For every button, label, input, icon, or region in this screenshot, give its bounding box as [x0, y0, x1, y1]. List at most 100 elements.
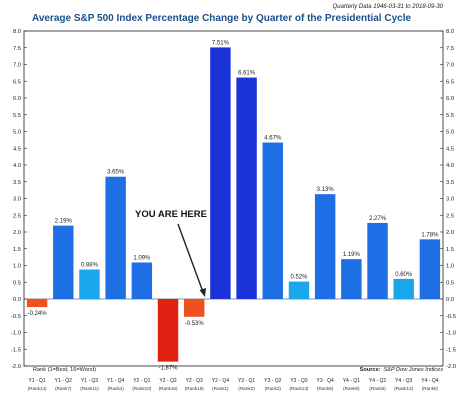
bar-value-label: 1.09%: [133, 255, 151, 261]
chart-title: Average S&P 500 Index Percentage Change …: [32, 13, 411, 24]
bar-value-label: -1.87%: [159, 366, 179, 372]
bar-value-label: 7.51%: [212, 40, 230, 46]
x-category-label: Y3 - Q1: [238, 378, 255, 384]
y-tick-label-left: 5.5: [13, 113, 21, 119]
axes-group: -2.0 -2.0 -1.5 -1.5 -1.0 -1.0 -0.5 -0.5 0.0 0.0 0.…: [11, 29, 456, 370]
bar-value-label: -0.53%: [185, 321, 205, 327]
y-tick-label-right: 5.5: [446, 113, 454, 119]
plot-frame: [23, 30, 444, 367]
x-rank-label: (Rank13): [290, 386, 309, 391]
labels-group: -0.24% Y1 - Q1 (Rank14) 2.19% Y1 - Q2 (Rank7)…: [28, 40, 439, 391]
y-tick-label-right: 1.0: [446, 264, 454, 270]
x-category-label: Y2 - Q4: [212, 378, 229, 384]
bar-value-label: 6.61%: [238, 71, 256, 77]
bar-value-label: 1.19%: [343, 252, 361, 258]
bar-value-label: 3.65%: [107, 170, 125, 176]
x-category-label: Y3 - Q3: [290, 378, 307, 384]
y-tick-label-left: 1.5: [13, 247, 21, 253]
bar-10: [262, 142, 283, 299]
y-tick-label-right: 7.5: [446, 46, 454, 52]
y-tick-label-left: 7.5: [13, 46, 21, 52]
source-text: S&P Dow Jones Indices: [384, 367, 444, 373]
you-are-here-annotation: YOU ARE HERE: [135, 209, 207, 220]
y-tick-label-left: -2.0: [11, 364, 21, 370]
y-tick-label-left: 1.0: [13, 264, 21, 270]
annotation-arrow: [177, 223, 204, 293]
bar-value-label: 0.52%: [290, 275, 308, 281]
x-rank-label: (Rank15): [185, 386, 204, 391]
y-tick-label-right: 0.5: [446, 280, 454, 286]
x-rank-label: (Rank14): [28, 386, 47, 391]
bar-1: [26, 299, 48, 308]
y-tick-label-right: -0.5: [446, 314, 456, 320]
y-tick-label-right: 3.0: [446, 197, 454, 203]
bar-7: [184, 299, 205, 317]
x-rank-label: (Rank6): [369, 386, 386, 391]
x-category-label: Y1 - Q1: [28, 378, 45, 384]
x-category-label: Y4 - Q4: [421, 378, 438, 384]
chart-subtitle: Quarterly Data 1946-03-31 to 2018-09-30: [333, 4, 444, 10]
bar-6: [157, 299, 179, 362]
y-tick-label-right: 3.5: [446, 180, 454, 186]
x-rank-label: (Rank10): [132, 386, 151, 391]
bar-4: [105, 176, 126, 299]
x-rank-label: (Rank5): [317, 386, 334, 391]
x-category-label: Y4 - Q2: [369, 378, 386, 384]
x-rank-label: (Rank2): [238, 386, 255, 391]
y-tick-label-left: 6.0: [13, 96, 21, 102]
x-rank-label: (Rank8): [422, 386, 439, 391]
bar-12: [314, 194, 336, 299]
y-tick-label-left: -1.0: [11, 331, 21, 337]
bar-13: [341, 259, 362, 299]
y-tick-label-left: 2.0: [13, 230, 21, 236]
y-tick-label-left: 7.0: [13, 63, 21, 69]
y-tick-label-right: 8.0: [446, 29, 454, 35]
source-note: Source: S&P Dow Jones Indices: [360, 367, 444, 373]
bar-14: [367, 222, 388, 299]
y-tick-label-left: 4.0: [13, 163, 21, 169]
bar-value-label: 2.19%: [55, 219, 73, 225]
y-tick-label-left: -1.5: [11, 347, 21, 353]
bar-value-label: -0.24%: [28, 311, 48, 317]
y-tick-label-right: -2.0: [446, 364, 456, 370]
y-tick-label-left: 8.0: [13, 29, 21, 35]
x-category-label: Y1 - Q3: [81, 378, 98, 384]
y-tick-label-right: 7.0: [446, 63, 454, 69]
y-tick-label-right: 6.0: [446, 96, 454, 102]
bar-11: [288, 281, 310, 299]
x-category-label: Y2 - Q3: [186, 378, 203, 384]
bar-8: [210, 47, 231, 299]
bars-group: [26, 47, 441, 362]
bar-16: [419, 239, 441, 299]
y-tick-label-right: -1.0: [446, 331, 456, 337]
bar-value-label: 2.27%: [369, 216, 387, 222]
source-label: Source:: [360, 367, 381, 373]
x-rank-label: (Rank7): [55, 386, 72, 391]
x-rank-label: (Rank11): [80, 386, 99, 391]
y-tick-label-left: 5.0: [13, 130, 21, 136]
y-tick-label-left: 3.0: [13, 197, 21, 203]
x-category-label: Y2 - Q2: [159, 378, 176, 384]
x-rank-label: (Rank16): [159, 386, 178, 391]
y-tick-label-right: 4.5: [446, 146, 454, 152]
annotation-group: YOU ARE HERE: [135, 209, 207, 297]
x-rank-label: (Rank1): [212, 386, 229, 391]
x-category-label: Y1 - Q4: [107, 378, 124, 384]
x-category-label: Y1 - Q2: [55, 378, 72, 384]
bar-value-label: 4.67%: [264, 136, 282, 142]
y-tick-label-right: 4.0: [446, 163, 454, 169]
y-tick-label-right: 6.5: [446, 79, 454, 85]
bar-value-label: 1.78%: [421, 232, 439, 238]
y-tick-label-left: 3.5: [13, 180, 21, 186]
bar-value-label: 0.88%: [81, 263, 99, 269]
annotation-arrowhead: [199, 288, 206, 297]
bar-9: [236, 77, 257, 299]
y-tick-label-left: 0.0: [13, 297, 21, 303]
y-tick-label-left: 0.5: [13, 280, 21, 286]
bar-value-label: 3.13%: [317, 187, 335, 193]
x-category-label: Y4 - Q3: [395, 378, 412, 384]
y-tick-label-right: 2.5: [446, 213, 454, 219]
x-rank-label: (Rank9): [343, 386, 360, 391]
